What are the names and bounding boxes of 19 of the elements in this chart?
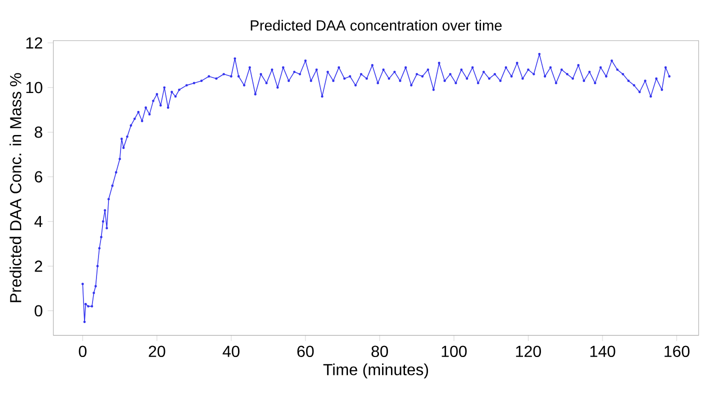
chart-title: Predicted DAA concentration over time xyxy=(250,20,502,31)
x-tick-label: 20 xyxy=(148,346,166,358)
x-tick-label: 120 xyxy=(516,346,541,358)
y-tick-label: 4 xyxy=(34,216,42,227)
y-tick-label: 8 xyxy=(34,126,42,138)
x-tick-label: 0 xyxy=(78,346,87,358)
x-axis-title: Time (minutes) xyxy=(323,364,428,378)
y-tick-label: 12 xyxy=(26,37,42,48)
x-tick-label: 60 xyxy=(297,346,314,358)
y-tick-label: 6 xyxy=(34,171,42,182)
y-tick-label: 0 xyxy=(34,305,42,316)
x-tick-label: 160 xyxy=(664,346,690,358)
y-axis-title: Predicted DAA Conc. in Mass % xyxy=(10,73,22,302)
x-tick-label: 80 xyxy=(372,346,388,358)
y-tick-label: 10 xyxy=(26,82,42,94)
x-tick-label: 140 xyxy=(590,346,616,358)
y-tick-label: 2 xyxy=(34,260,42,272)
x-tick-label: 40 xyxy=(222,346,240,358)
x-tick-label: 100 xyxy=(442,346,467,358)
